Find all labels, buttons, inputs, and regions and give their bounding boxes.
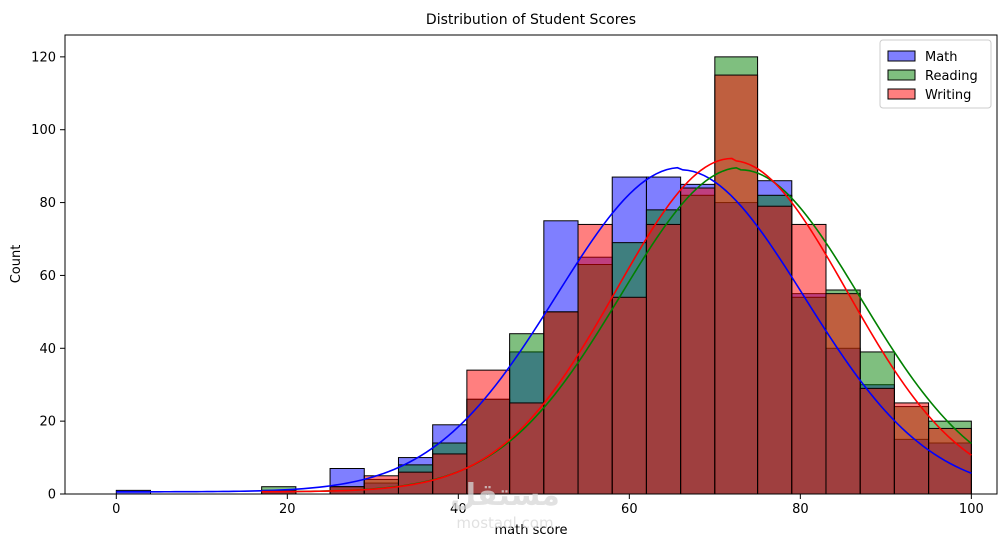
bar-writing-14 — [791, 223, 827, 495]
y-tick-label-0: 0 — [48, 488, 56, 503]
watermark-subtext: mostaql.com — [456, 514, 553, 532]
legend-label-writing: Writing — [925, 88, 971, 103]
plot-area — [64, 34, 998, 495]
x-axis: 0 20 40 60 80 100 — [112, 494, 984, 517]
kde-curves — [116, 157, 972, 493]
x-tick-label-80: 80 — [792, 502, 809, 517]
bar-writing-8 — [577, 223, 613, 495]
series-writing-bars — [261, 74, 972, 495]
bar-writing-11 — [680, 187, 716, 495]
x-tick-label-40: 40 — [450, 502, 467, 517]
legend-swatch-reading — [887, 69, 916, 81]
y-axis-label: Count — [9, 245, 24, 284]
legend-swatch-math — [887, 50, 916, 62]
bar-writing-18 — [928, 427, 972, 495]
kde-writing — [261, 157, 972, 493]
x-tick-label-60: 60 — [621, 502, 638, 517]
chart-title: Distribution of Student Scores — [426, 12, 636, 28]
y-axis: 0 20 40 60 80 100 120 — [31, 50, 65, 503]
legend-label-reading: Reading — [925, 69, 978, 84]
x-tick-label-20: 20 — [279, 502, 296, 517]
y-tick-label-80: 80 — [39, 196, 56, 211]
x-axis-label: math score — [494, 523, 567, 538]
y-tick-label-40: 40 — [39, 342, 56, 357]
histogram-bars — [115, 56, 972, 495]
y-tick-label-100: 100 — [31, 123, 56, 138]
x-tick-label-0: 0 — [112, 502, 120, 517]
watermark-text: مستقل — [450, 478, 560, 513]
bar-writing-13 — [757, 205, 793, 495]
x-tick-label-100: 100 — [959, 502, 984, 517]
legend-swatch-writing — [887, 88, 916, 100]
bar-writing-9 — [611, 296, 647, 495]
y-tick-label-60: 60 — [39, 269, 56, 284]
plot-border — [64, 34, 998, 495]
bar-writing-5 — [466, 369, 511, 495]
bar-writing-17 — [893, 402, 930, 495]
bar-writing-10 — [645, 223, 682, 495]
bar-writing-15 — [825, 293, 861, 495]
legend: Math Reading Writing — [879, 39, 992, 109]
kde-math — [116, 166, 972, 493]
legend-label-math: Math — [925, 50, 958, 65]
bar-writing-16 — [859, 387, 895, 495]
watermark-logo: مستقل mostaql.com — [450, 478, 560, 532]
y-tick-label-120: 120 — [31, 50, 56, 65]
bar-writing-12 — [714, 74, 759, 495]
bar-writing-7 — [543, 311, 579, 495]
bar-writing-6 — [509, 402, 545, 495]
y-tick-label-20: 20 — [39, 415, 56, 430]
